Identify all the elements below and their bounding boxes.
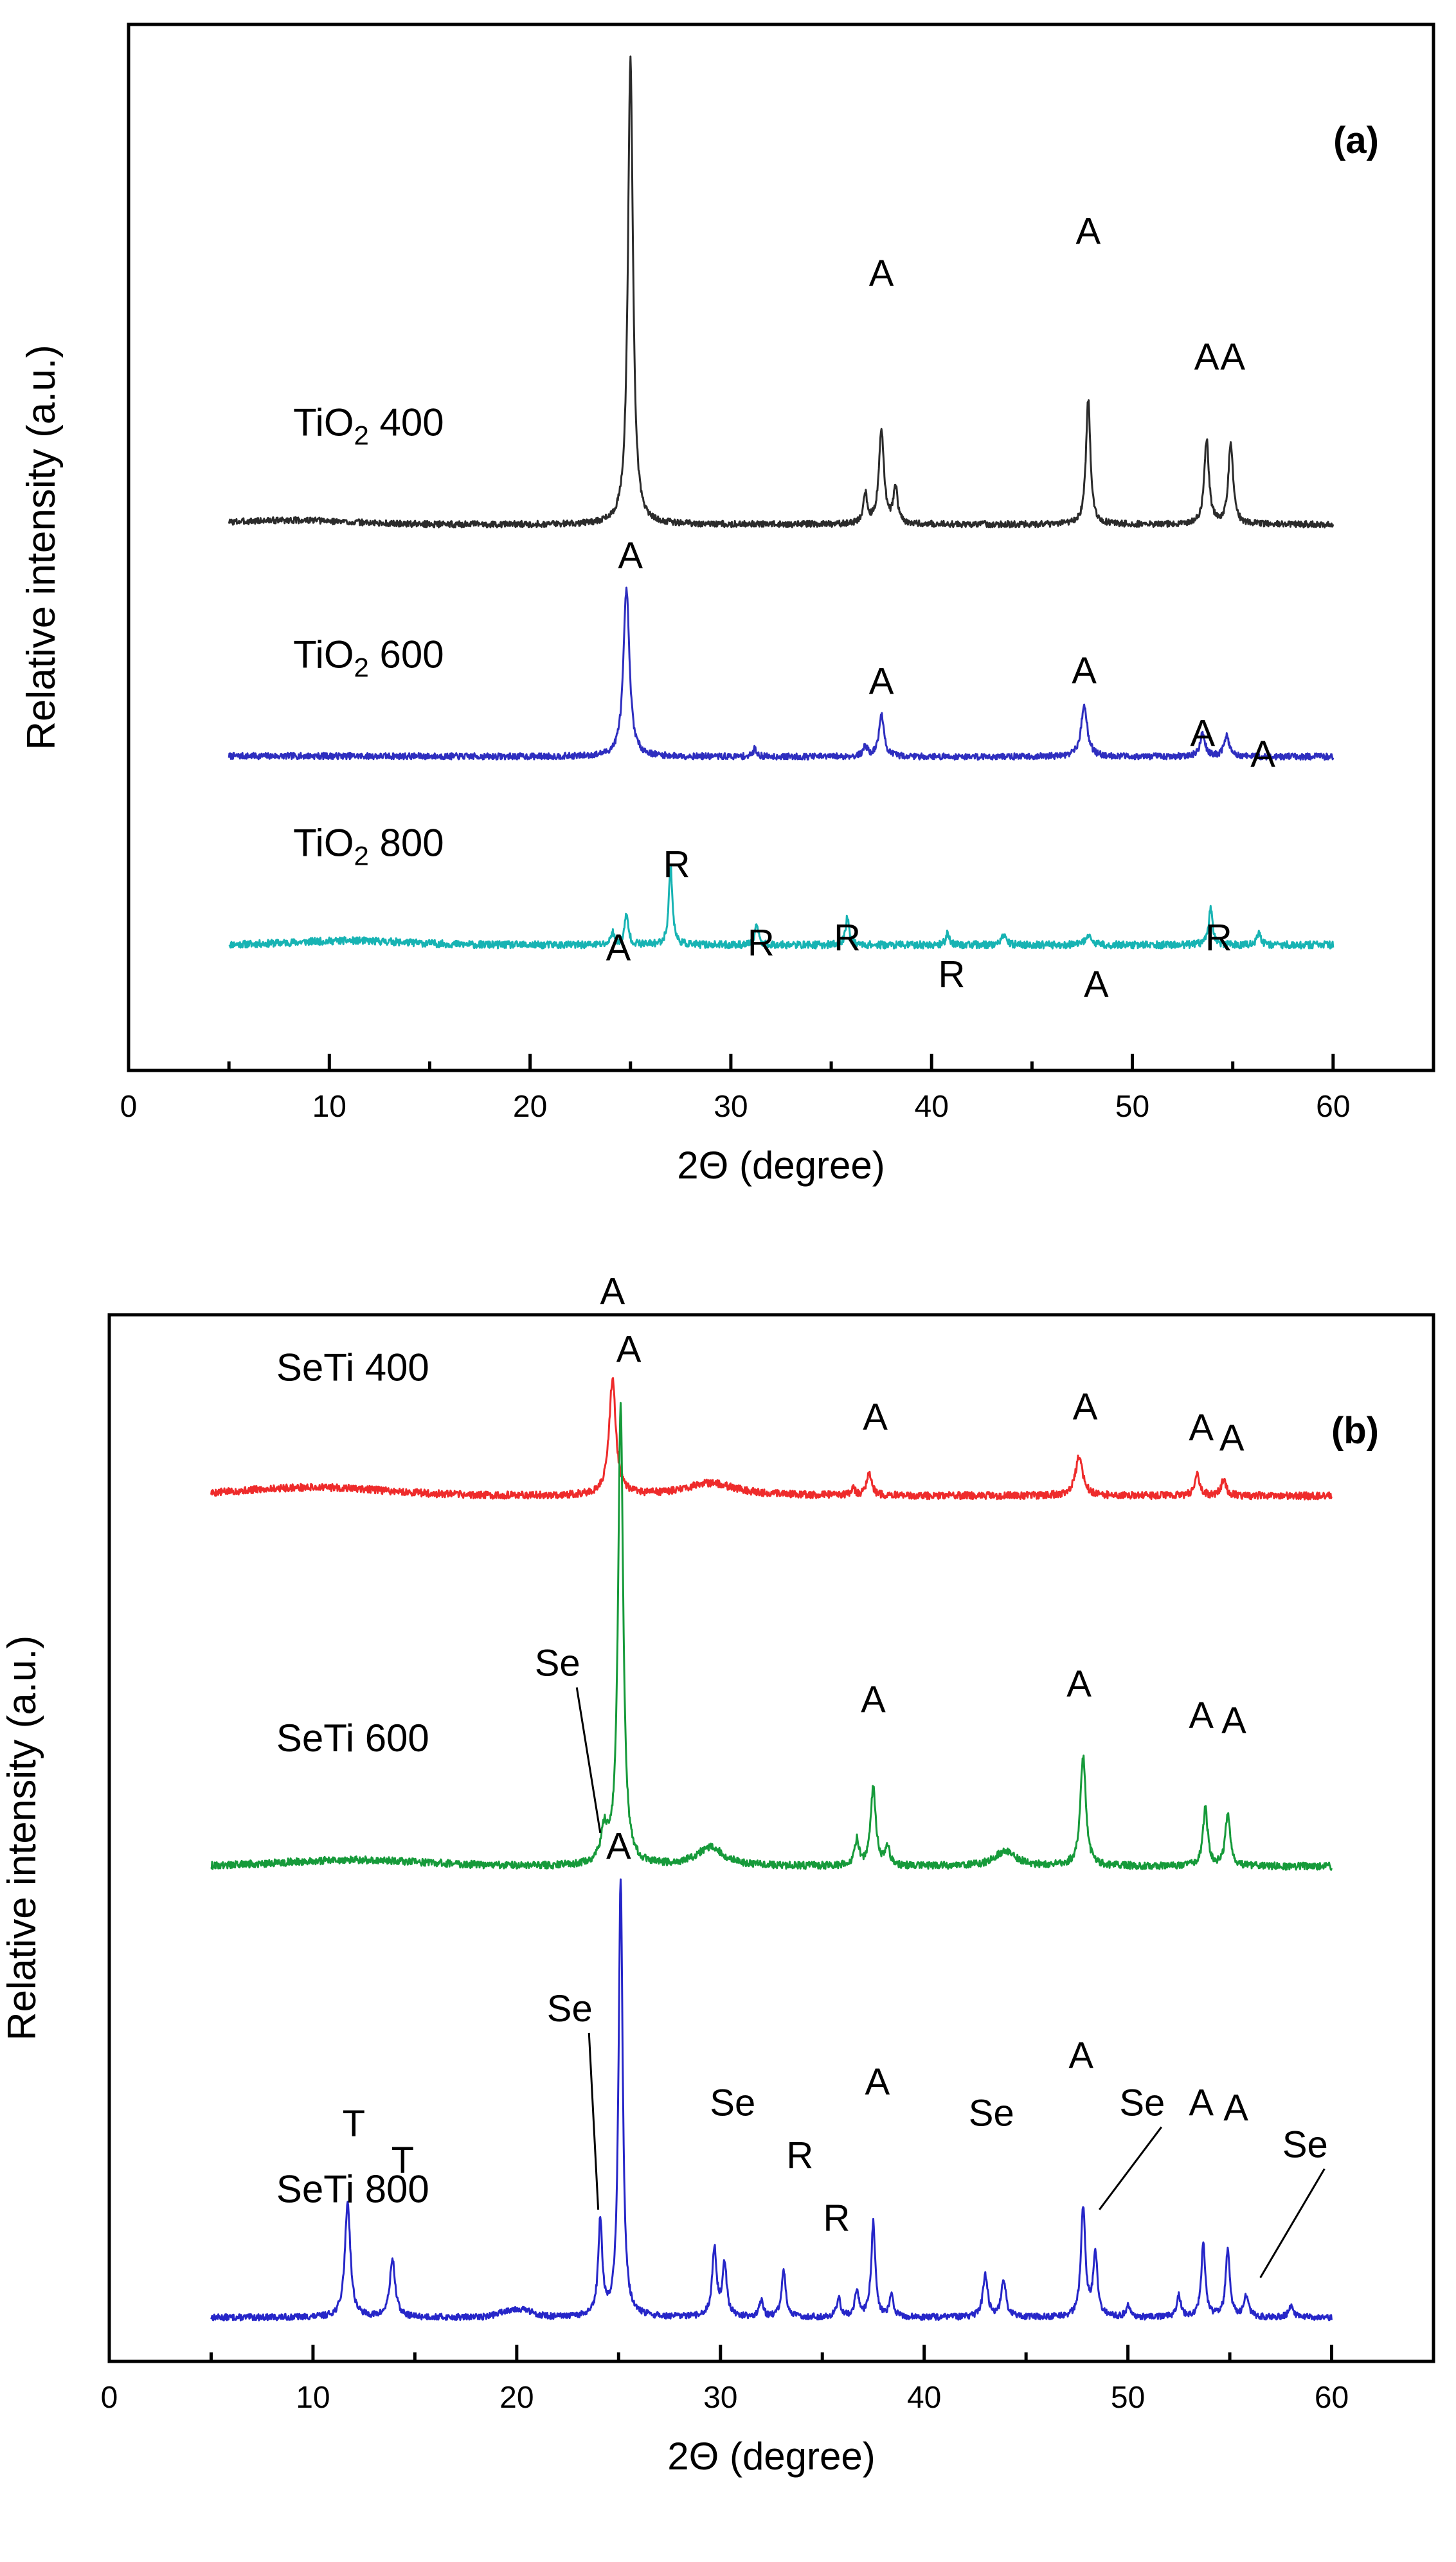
panel-a-xtick-label: 0 — [120, 1090, 138, 1124]
panel-b-annotation: A — [1189, 1407, 1214, 1448]
panel-b-series-3 — [210, 1878, 1333, 2322]
panel-a-series-label-1: TiO2 400 — [293, 401, 444, 450]
panel-b-series-1 — [210, 1376, 1333, 1501]
panel-b-annotation: A — [1189, 1695, 1214, 1737]
panel-b-series-label-2: SeTi 600 — [276, 1717, 429, 1760]
panel-b-annotation: Se — [1282, 2124, 1328, 2166]
panel-a-ylabel: Relative intensity (a.u.) — [19, 345, 64, 750]
panel-b-annotation-pointer — [575, 1687, 602, 1834]
panel-b-annotation: T — [391, 2140, 414, 2181]
panel-b-xtick-label: 60 — [1315, 2381, 1349, 2415]
panel-a-annotation: A — [1194, 336, 1219, 378]
panel-a-annotation: A — [606, 927, 631, 969]
panel-a-annotation: A — [869, 660, 894, 702]
panel-b-annotation: Se — [535, 1643, 580, 1684]
panel-a-xtick-label: 20 — [513, 1090, 547, 1124]
panel-b-xtick-label: 40 — [907, 2381, 941, 2415]
panel-a-annotation: A — [1072, 650, 1097, 692]
panel-a-annotation: A — [1250, 734, 1275, 775]
panel-b-series-label-1: SeTi 400 — [276, 1346, 429, 1389]
panel-b-annotation-pointer — [1099, 2126, 1162, 2210]
panel-b-xtick-label: 0 — [101, 2381, 118, 2415]
panel-a-annotation: A — [618, 535, 643, 577]
panel-b-annotation: A — [1221, 1700, 1246, 1742]
panel-b-series-2 — [210, 1402, 1333, 1871]
panel-b-annotation: A — [861, 1679, 886, 1721]
panel-a-annotation: R — [939, 953, 966, 995]
panel-a-annotation: R — [1205, 917, 1232, 959]
panel-a-series-3 — [228, 866, 1335, 950]
panel-b-annotation: A — [606, 1826, 631, 1868]
panel-a-series-label-3: TiO2 800 — [293, 821, 444, 871]
panel-b-annotation: A — [1066, 1663, 1092, 1705]
panel-a-series-label-2: TiO2 600 — [293, 633, 444, 683]
panel-a-label: (a) — [1333, 120, 1379, 161]
panel-a-xtick-label: 60 — [1316, 1090, 1350, 1124]
panel-b-annotation: T — [343, 2103, 365, 2145]
panel-b-annotation: A — [863, 1396, 888, 1438]
panel-b-annotation: Se — [547, 1988, 593, 2030]
panel-b-annotation: A — [1223, 2088, 1248, 2129]
panel-a-xtick-label: 10 — [312, 1090, 346, 1124]
panel-b-frame — [107, 1313, 1435, 2363]
panel-a-annotation: R — [663, 843, 690, 885]
panel-a-xtick-label: 30 — [714, 1090, 748, 1124]
panel-b-label: (b) — [1331, 1410, 1379, 1452]
panel-a-annotation: A — [1220, 336, 1245, 378]
panel-a-xlabel: 2Θ (degree) — [677, 1144, 885, 1187]
panel-a-annotation: A — [1191, 713, 1216, 755]
panel-a-annotation: A — [869, 253, 894, 294]
panel-b-annotation: A — [600, 1271, 625, 1313]
panel-a-frame — [127, 23, 1435, 1072]
panel-a-series-1 — [228, 55, 1335, 528]
panel-b-series-label-3: SeTi 800 — [276, 2168, 429, 2211]
panel-a-xtick-label: 40 — [915, 1090, 949, 1124]
panel-b-xtick-label: 50 — [1111, 2381, 1145, 2415]
panel-b-annotation: A — [865, 2061, 890, 2103]
panel-a-xtick-label: 50 — [1115, 1090, 1149, 1124]
panel-a-annotation: A — [1084, 964, 1109, 1006]
panel-b-annotation-pointer — [1259, 2168, 1326, 2278]
panel-a-annotation: A — [1075, 211, 1101, 253]
panel-b-annotation: A — [1219, 1418, 1245, 1459]
panel-b-annotation: Se — [1119, 2082, 1165, 2124]
panel-a: 0 10 20 30 40 50 60 2Θ (degree) Relative intensi… — [19, 23, 1435, 1187]
panel-b-annotation: Se — [969, 2093, 1014, 2134]
panel-a-annotation: R — [748, 922, 775, 964]
panel-b-annotation: A — [1068, 2035, 1093, 2077]
panel-b-annotation: R — [786, 2134, 813, 2176]
panel-b-xtick-label: 20 — [499, 2381, 534, 2415]
panel-b-annotation: R — [823, 2197, 850, 2239]
panel-b-annotation: A — [1073, 1386, 1098, 1428]
panel-b-xtick-label: 30 — [703, 2381, 737, 2415]
panel-b-ylabel: Relative intensity (a.u.) — [0, 1636, 44, 2041]
panel-b-annotation: A — [1189, 2082, 1214, 2124]
panel-b: 0 10 20 30 40 50 60 2Θ (degree) Relative intensi… — [0, 1271, 1435, 2478]
panel-b-annotation-pointer — [588, 2032, 600, 2210]
panel-b-xlabel: 2Θ (degree) — [667, 2435, 876, 2478]
panel-b-xtick-label: 10 — [296, 2381, 330, 2415]
panel-a-series-2 — [228, 586, 1335, 761]
panel-b-annotation: Se — [710, 2082, 755, 2124]
panel-a-annotation: R — [834, 917, 861, 959]
panel-b-annotation: A — [616, 1328, 642, 1370]
